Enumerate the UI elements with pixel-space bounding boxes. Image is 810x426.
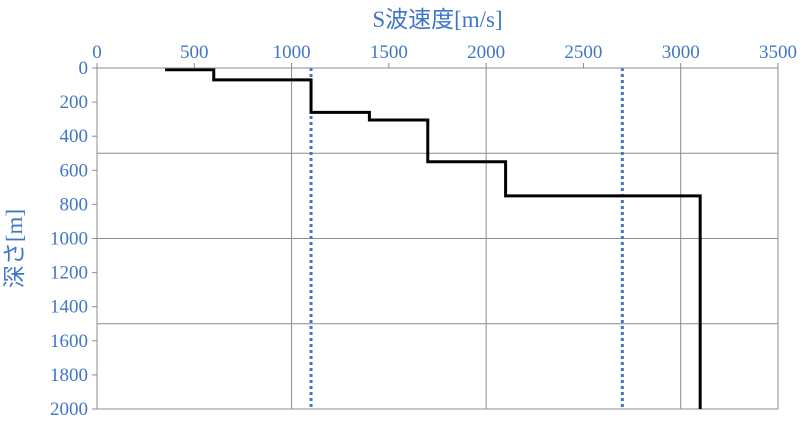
x-tick-label: 500 (180, 42, 209, 63)
y-tick-label: 1600 (50, 331, 88, 352)
y-tick-label: 0 (79, 58, 89, 79)
y-tick-label: 1800 (50, 365, 88, 386)
velocity-profile-line (165, 68, 702, 409)
x-tick-label: 0 (92, 42, 102, 63)
y-tick-label: 1000 (50, 229, 88, 250)
x-tick-label: 2500 (564, 42, 602, 63)
x-tick-label: 1500 (370, 42, 408, 63)
reference-lines (309, 68, 624, 409)
axis-layer: 0 500 1000 1500 2000 2500 3000 3500 0 200 400 600 80… (50, 42, 797, 420)
x-tick-label: 2000 (467, 42, 505, 63)
y-tick-label: 200 (60, 92, 89, 113)
x-tick-label: 3500 (759, 42, 797, 63)
y-tick-label: 600 (60, 160, 89, 181)
y-tick-label: 400 (60, 126, 89, 147)
series-layer (165, 68, 702, 409)
y-axis-title: 深さ[m] (2, 209, 27, 288)
y-tick-label: 1200 (50, 263, 88, 284)
x-tick-label: 3000 (662, 42, 700, 63)
grid-layer (97, 68, 779, 410)
y-tick-label: 800 (60, 194, 89, 215)
x-tick-label: 1000 (273, 42, 311, 63)
y-tick-label: 1400 (50, 297, 88, 318)
x-axis-title: S波速度[m/s] (372, 7, 502, 32)
y-tick-label: 2000 (50, 399, 88, 420)
